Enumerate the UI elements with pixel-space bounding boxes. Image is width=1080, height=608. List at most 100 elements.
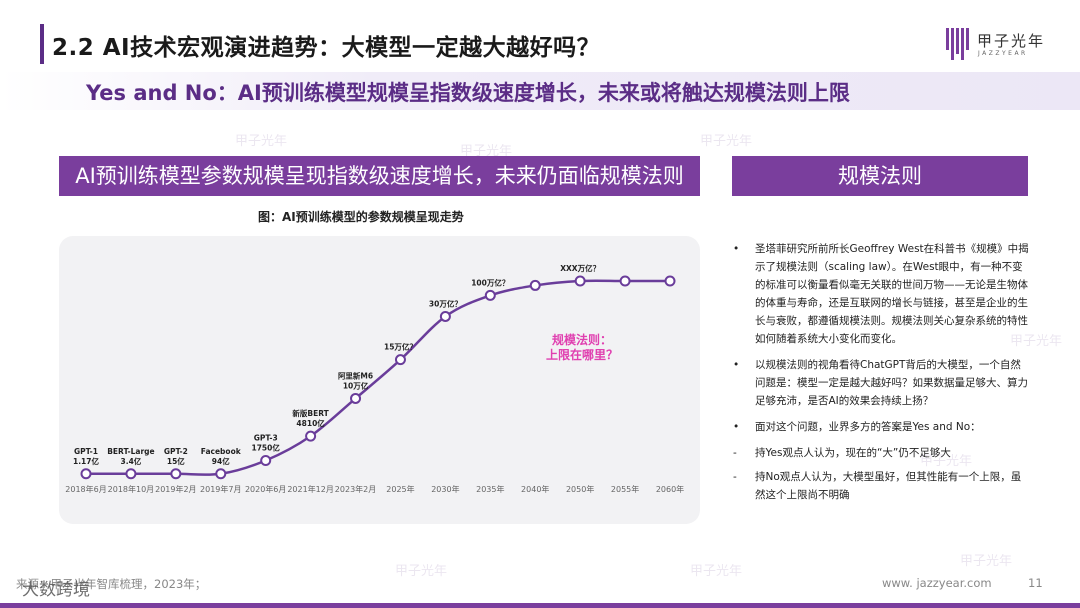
data-label-line: Facebook: [201, 447, 242, 456]
subtitle-background: [0, 72, 1080, 110]
data-point: [170, 468, 182, 480]
watermark: 甲子光年: [700, 134, 753, 149]
data-point: [394, 354, 406, 366]
page-number: 11: [1028, 576, 1043, 590]
data-label-line: 94亿: [212, 456, 230, 466]
data-label-line: 15亿: [167, 456, 185, 466]
logo-text: 甲子光年: [977, 32, 1046, 50]
data-label-line: XXX万亿？: [560, 263, 600, 273]
x-tick-label: 2025年: [386, 484, 414, 494]
chart-annotation: 规模法则：上限在哪里？: [546, 332, 618, 362]
watermark: 甲子光年: [235, 134, 288, 149]
watermark: 甲子光年: [690, 564, 743, 579]
x-tick-label: 2030年: [431, 484, 459, 494]
x-tick-label: 2021年12月: [287, 484, 334, 494]
logo-subtext: JAZZYEAR: [978, 50, 1028, 57]
data-label: 100万亿？: [471, 277, 509, 287]
bullet-text: 圣塔菲研究所前所长Geoffrey West在科普书《规模》中揭示了规模法则（s…: [755, 243, 1029, 345]
brand-logo: 甲子光年 JAZZYEAR: [945, 26, 1055, 66]
title-accent-bar: [40, 24, 44, 64]
chart-section-header: AI预训练模型参数规模呈现指数级速度增长，未来仍面临规模法则: [59, 156, 700, 196]
bullet-marker: -: [733, 471, 737, 483]
data-label: Facebook 94亿: [201, 447, 242, 466]
x-tick-label: 2018年6月: [65, 484, 106, 494]
data-point: [350, 392, 362, 404]
data-point: [529, 279, 541, 291]
data-label: GPT-2 15亿: [164, 447, 188, 466]
data-point: [215, 468, 227, 480]
data-point: [484, 289, 496, 301]
data-label: BERT-Large 3.4亿: [107, 447, 154, 466]
page-subtitle: Yes and No：AI预训练模型规模呈指数级速度增长，未来或将触达规模法则上…: [86, 81, 850, 105]
overlay-brand-watermark: 大数跨境: [22, 580, 90, 600]
data-label-line: 15万亿？: [384, 342, 417, 352]
x-tick-label: 2023年2月: [335, 484, 376, 494]
watermark: 甲子光年: [395, 564, 448, 579]
chart-annotation-line: 规模法则：: [552, 332, 612, 347]
data-label-line: GPT-1: [74, 447, 98, 456]
x-tick-label: 2018年10月: [108, 484, 155, 494]
x-tick-label: 2055年: [611, 484, 639, 494]
data-label-line: GPT-2: [164, 447, 188, 456]
bullet-item: • 面对这个问题，业界多方的答案是Yes and No：: [733, 418, 1029, 436]
scaling-law-section-header: 规模法则: [732, 156, 1028, 196]
chart-title: 图：AI预训练模型的参数规模呈现走势: [258, 210, 464, 224]
x-tick-label: 2050年: [566, 484, 594, 494]
data-label-line: 30万亿？: [429, 298, 462, 308]
data-label: 阿里新M6 10万亿: [338, 370, 373, 390]
data-label-line: GPT-3: [254, 433, 278, 442]
logo-mark-icon: [946, 28, 969, 60]
x-tick-label: 2020年6月: [245, 484, 286, 494]
bullet-text: 持Yes观点人认为，现在的“大”仍不足够大: [755, 447, 951, 459]
bullet-marker: •: [733, 359, 740, 371]
data-point: [125, 468, 137, 480]
website-link[interactable]: www. jazzyear.com: [882, 576, 992, 590]
data-label: 15万亿？: [384, 342, 417, 352]
scaling-law-heading: 规模法则: [838, 164, 922, 188]
data-point: [260, 454, 272, 466]
data-point: [305, 430, 317, 442]
bullet-item: • 以规模法则的视角看待ChatGPT背后的大模型，一个自然问题是：模型一定是越…: [733, 356, 1029, 410]
page-title: 2.2 AI技术宏观演进趋势：大模型一定越大越好吗？: [52, 35, 601, 61]
data-point: [664, 275, 676, 287]
x-tick-label: 2019年7月: [200, 484, 241, 494]
data-label-line: 1750亿: [252, 442, 281, 452]
x-tick-label: 2060年: [656, 484, 684, 494]
bullet-item: - 持Yes观点人认为，现在的“大”仍不足够大: [733, 444, 1029, 462]
data-point: [574, 275, 586, 287]
data-label: XXX万亿？: [560, 263, 600, 273]
bullet-text: 以规模法则的视角看待ChatGPT背后的大模型，一个自然问题是：模型一定是越大越…: [755, 359, 1028, 407]
data-label: 30万亿？: [429, 298, 462, 308]
chart-section-heading: AI预训练模型参数规模呈现指数级速度增长，未来仍面临规模法则: [75, 164, 684, 188]
chart-panel: [59, 236, 700, 524]
bullet-item: - 持No观点人认为，大模型虽好，但其性能有一个上限，虽然这个上限尚不明确: [733, 468, 1029, 504]
bullet-marker: •: [733, 243, 740, 255]
data-label-line: 10万亿: [343, 380, 369, 390]
data-label-line: 1.17亿: [73, 456, 100, 466]
watermark: 甲子光年: [960, 554, 1013, 569]
data-label: GPT-3 1750亿: [252, 433, 281, 452]
data-label-line: 4810亿: [296, 418, 325, 428]
x-tick-label: 2040年: [521, 484, 549, 494]
data-label-line: BERT-Large: [107, 447, 154, 456]
data-label-line: 新版BERT: [292, 408, 329, 418]
chart-annotation-line: 上限在哪里？: [546, 347, 618, 362]
x-tick-label: 2035年: [476, 484, 504, 494]
data-label-line: 3.4亿: [121, 456, 142, 466]
data-label: GPT-1 1.17亿: [73, 447, 100, 466]
bullet-text: 持No观点人认为，大模型虽好，但其性能有一个上限，虽然这个上限尚不明确: [755, 471, 1022, 501]
data-point: [619, 275, 631, 287]
data-label-line: 100万亿？: [471, 277, 509, 287]
data-label-line: 阿里新M6: [338, 370, 373, 380]
x-tick-label: 2019年2月: [155, 484, 196, 494]
scaling-law-bullet-list: • 圣塔菲研究所前所长Geoffrey West在科普书《规模》中揭示了规模法则…: [733, 240, 1029, 510]
data-point: [439, 310, 451, 322]
source-note: 来源：甲子光年智库梳理，2023年；: [16, 577, 207, 591]
data-point: [80, 468, 92, 480]
bullet-marker: -: [733, 447, 737, 459]
bullet-text: 面对这个问题，业界多方的答案是Yes and No：: [755, 421, 981, 433]
footer-accent-line: [0, 603, 1080, 608]
bullet-item: • 圣塔菲研究所前所长Geoffrey West在科普书《规模》中揭示了规模法则…: [733, 240, 1029, 348]
